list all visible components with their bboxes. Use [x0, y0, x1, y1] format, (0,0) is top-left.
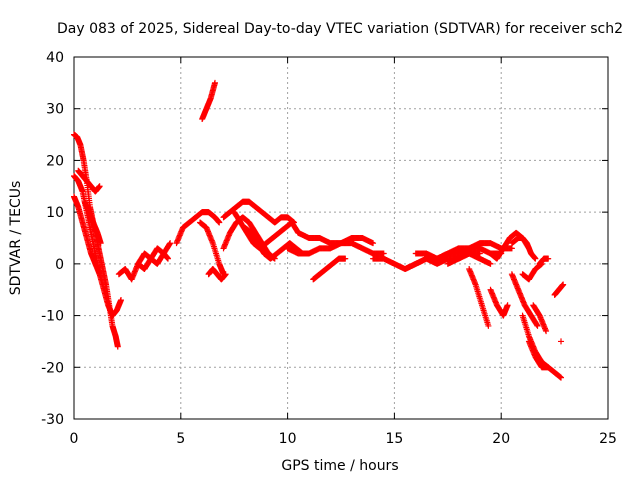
data-point	[216, 219, 223, 226]
data-series	[205, 266, 229, 283]
x-axis-label: GPS time / hours	[281, 458, 398, 474]
data-point	[504, 302, 511, 309]
x-tick-label: 0	[70, 431, 79, 447]
data-series	[487, 286, 511, 319]
data-series	[199, 79, 218, 123]
data-point	[545, 364, 552, 371]
y-tick-label: 20	[46, 153, 64, 169]
data-series	[466, 266, 492, 329]
data-point	[167, 240, 174, 247]
data-series	[135, 250, 171, 273]
x-tick-label: 5	[176, 431, 185, 447]
data-point	[97, 240, 104, 247]
data-point	[370, 240, 377, 247]
data-series	[558, 338, 565, 345]
x-tick-label: 10	[279, 431, 297, 447]
data-point	[532, 255, 539, 262]
data-point	[211, 79, 218, 86]
data-series	[310, 255, 349, 283]
data-point	[342, 255, 349, 262]
x-tick-label: 25	[599, 431, 617, 447]
data-point	[534, 322, 541, 329]
data-series	[536, 255, 552, 267]
data-series	[508, 271, 541, 329]
data-series	[115, 240, 174, 283]
y-tick-label: 0	[55, 257, 64, 273]
data-series	[444, 250, 494, 267]
data-point	[117, 297, 124, 304]
x-tick-label: 20	[492, 431, 510, 447]
data-point	[96, 271, 103, 278]
data-point	[545, 255, 552, 262]
y-tick-label: 40	[46, 50, 64, 66]
data-point	[558, 338, 565, 345]
y-axis-label: SDTVAR / TECUs	[8, 181, 24, 296]
y-tick-label: -10	[41, 309, 64, 325]
data-point	[487, 260, 494, 267]
data-point	[114, 343, 121, 350]
y-tick-label: 10	[46, 205, 64, 221]
y-tick-label: -20	[41, 360, 64, 376]
data-series	[551, 281, 567, 298]
plot-frame	[73, 56, 609, 420]
data-point	[543, 328, 550, 335]
data-series	[81, 198, 104, 247]
data-series	[295, 229, 377, 247]
y-tick-label: -30	[41, 412, 64, 428]
grid	[74, 57, 608, 419]
data-point	[222, 271, 229, 278]
data-series	[525, 338, 552, 371]
data-series	[530, 302, 550, 335]
data-point	[508, 245, 515, 252]
data-point	[558, 374, 565, 381]
data-point	[560, 281, 567, 288]
data-point	[164, 255, 171, 262]
data-series	[508, 235, 539, 262]
data-series	[220, 198, 298, 226]
data-series	[75, 167, 103, 195]
data-series	[241, 224, 312, 262]
data-point	[380, 250, 387, 257]
y-tick-label: 30	[46, 102, 64, 118]
data-point	[485, 322, 492, 329]
data-point	[96, 183, 103, 190]
chart-title: Day 083 of 2025, Sidereal Day-to-day VTE…	[57, 21, 623, 37]
x-tick-label: 15	[385, 431, 403, 447]
data-series	[197, 219, 227, 278]
data-series	[71, 193, 103, 278]
axis-ticks: -30 -20 -10 0 10 20 30 40 0 5 10 15 20 25	[41, 50, 617, 447]
data-series	[173, 209, 223, 247]
data-point	[476, 250, 483, 257]
data-points	[71, 79, 567, 381]
